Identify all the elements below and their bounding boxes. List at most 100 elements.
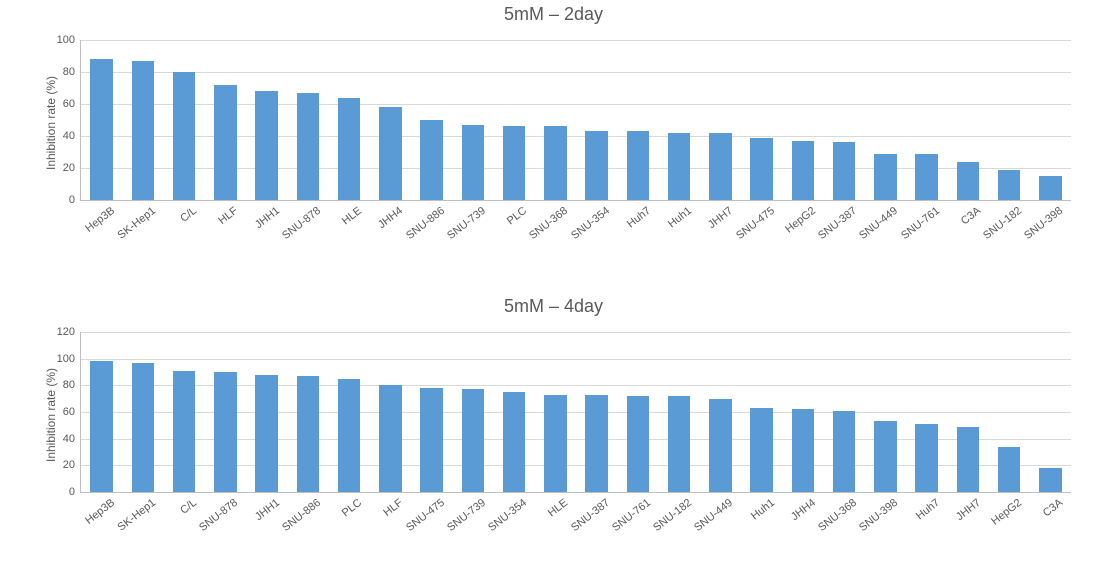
xtick-label: SNU-761 xyxy=(606,492,653,534)
bar xyxy=(420,388,443,492)
ytick-label: 40 xyxy=(63,433,81,445)
bar xyxy=(173,72,196,200)
xtick-label: HLF xyxy=(378,492,405,519)
bar xyxy=(173,371,196,492)
y-axis-label: Inhibition rate (%) xyxy=(44,368,58,462)
bar xyxy=(833,142,856,200)
bar xyxy=(957,162,980,200)
bar xyxy=(503,392,526,492)
xtick-label: SNU-761 xyxy=(895,200,942,242)
bar xyxy=(998,170,1021,200)
xtick-label: SNU-182 xyxy=(977,200,1024,242)
xtick-label: Huh7 xyxy=(621,200,653,230)
bar xyxy=(792,409,815,492)
xtick-label: HepG2 xyxy=(986,492,1025,528)
xtick-label: C/L xyxy=(175,492,200,517)
xtick-label: JHH7 xyxy=(950,492,983,523)
bar xyxy=(668,133,691,200)
ytick-label: 100 xyxy=(57,353,81,365)
bar xyxy=(132,363,155,492)
bars-group xyxy=(81,40,1071,200)
y-axis-label: Inhibition rate (%) xyxy=(44,76,58,170)
xtick-label: SNU-739 xyxy=(441,200,488,242)
xtick-label: SK-Hep1 xyxy=(112,200,158,242)
xtick-label: HLF xyxy=(213,200,240,227)
ytick-label: 40 xyxy=(63,130,81,142)
xtick-label: SNU-182 xyxy=(647,492,694,534)
bar xyxy=(915,154,938,200)
xtick-label: Huh1 xyxy=(662,200,694,230)
ytick-label: 20 xyxy=(63,162,81,174)
ytick-label: 20 xyxy=(63,459,81,471)
xtick-label: Huh1 xyxy=(745,492,777,522)
ytick-label: 120 xyxy=(57,326,81,338)
bar xyxy=(627,396,650,492)
bar xyxy=(338,379,361,492)
bar xyxy=(709,399,732,492)
xtick-label: SNU-354 xyxy=(565,200,612,242)
page-root: { "canvas": { "width": 1107, "height": 5… xyxy=(0,0,1107,580)
bar xyxy=(585,395,608,492)
xtick-label: HLE xyxy=(336,200,364,227)
bar xyxy=(750,408,773,492)
bar xyxy=(255,375,278,492)
xtick-label: HLE xyxy=(543,492,571,519)
bar xyxy=(379,385,402,492)
bar xyxy=(1039,468,1062,492)
bar xyxy=(462,125,485,200)
ytick-label: 80 xyxy=(63,66,81,78)
xtick-label: SNU-449 xyxy=(854,200,901,242)
xtick-label: C3A xyxy=(1038,492,1066,519)
bar xyxy=(750,138,773,200)
bar xyxy=(668,396,691,492)
bar xyxy=(585,131,608,200)
bar xyxy=(998,447,1021,492)
xtick-label: SNU-475 xyxy=(730,200,777,242)
bar xyxy=(297,376,320,492)
bar xyxy=(132,61,155,200)
xtick-label: SNU-354 xyxy=(482,492,529,534)
xtick-label: SNU-387 xyxy=(565,492,612,534)
xtick-label: Huh7 xyxy=(910,492,942,522)
bar xyxy=(709,133,732,200)
bar xyxy=(379,107,402,200)
bar xyxy=(544,126,567,200)
chart-title: 5mM – 4day xyxy=(0,296,1107,317)
xtick-label: SNU-886 xyxy=(276,492,323,534)
bar xyxy=(627,131,650,200)
bar xyxy=(338,98,361,200)
bar xyxy=(214,372,237,492)
ytick-label: 60 xyxy=(63,98,81,110)
xtick-label: HepG2 xyxy=(779,200,818,236)
xtick-label: C/L xyxy=(175,200,200,225)
xtick-label: SNU-878 xyxy=(276,200,323,242)
bar xyxy=(90,59,113,200)
chart-4day: 5mM – 4day 020406080100120Hep3BSK-Hep1C/L… xyxy=(0,296,1107,576)
ytick-label: 60 xyxy=(63,406,81,418)
ytick-label: 100 xyxy=(57,34,81,46)
xtick-label: SNU-368 xyxy=(524,200,571,242)
xtick-label: SNU-387 xyxy=(812,200,859,242)
bar xyxy=(915,424,938,492)
ytick-label: 0 xyxy=(69,194,81,206)
bar xyxy=(833,411,856,492)
plot-area: 020406080100Hep3BSK-Hep1C/LHLFJHH1SNU-87… xyxy=(80,40,1071,201)
xtick-label: PLC xyxy=(336,492,364,519)
bar xyxy=(90,361,113,492)
bar xyxy=(792,141,815,200)
xtick-label: Hep3B xyxy=(79,492,117,527)
bar xyxy=(462,389,485,492)
bars-group xyxy=(81,332,1071,492)
xtick-label: SNU-475 xyxy=(400,492,447,534)
ytick-label: 0 xyxy=(69,486,81,498)
plot-area: 020406080100120Hep3BSK-Hep1C/LSNU-878JHH… xyxy=(80,332,1071,493)
xtick-label: SNU-398 xyxy=(1019,200,1066,242)
bar xyxy=(503,126,526,200)
bar xyxy=(874,154,897,200)
xtick-label: C3A xyxy=(955,200,983,227)
bar xyxy=(420,120,443,200)
xtick-label: SK-Hep1 xyxy=(112,492,158,534)
bar xyxy=(957,427,980,492)
bar xyxy=(544,395,567,492)
xtick-label: SNU-886 xyxy=(400,200,447,242)
